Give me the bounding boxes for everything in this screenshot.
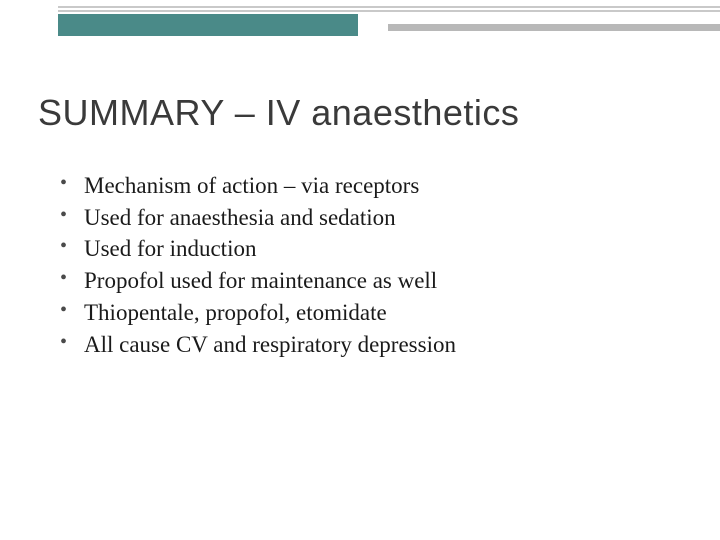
list-item: Used for induction: [56, 233, 680, 265]
list-item: All cause CV and respiratory depression: [56, 329, 680, 361]
top-decoration: [0, 0, 720, 42]
list-item: Propofol used for maintenance as well: [56, 265, 680, 297]
decoration-teal-bar: [58, 14, 358, 36]
decoration-line-1: [58, 6, 720, 8]
bullet-list: Mechanism of action – via receptors Used…: [56, 170, 680, 360]
list-item: Thiopentale, propofol, etomidate: [56, 297, 680, 329]
list-item: Used for anaesthesia and sedation: [56, 202, 680, 234]
list-item: Mechanism of action – via receptors: [56, 170, 680, 202]
decoration-gray-bar: [388, 24, 720, 31]
slide-title: SUMMARY – IV anaesthetics: [38, 92, 519, 134]
decoration-line-2: [58, 10, 720, 12]
